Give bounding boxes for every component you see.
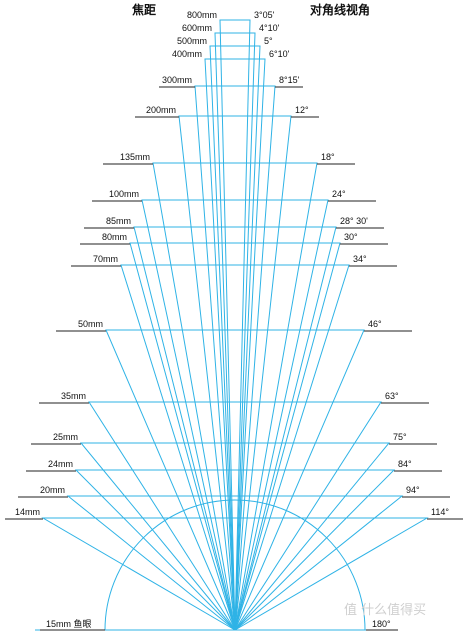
angle-cone: [66, 495, 404, 631]
fisheye-angle-label: 180°: [372, 619, 391, 629]
focal-length-label: 14mm: [15, 507, 40, 517]
view-angle-label: 28° 30': [340, 216, 368, 226]
focal-length-label: 600mm: [182, 23, 212, 33]
view-angle-label: 4°10': [259, 23, 280, 33]
view-angle-label: 34°: [353, 254, 367, 264]
angle-cone: [209, 45, 261, 631]
view-angle-label: 84°: [398, 459, 412, 469]
focal-length-label: 24mm: [48, 459, 73, 469]
view-angle-label: 12°: [295, 105, 309, 115]
angle-cone: [105, 329, 365, 631]
fisheye-focal-label: 15mm 鱼眼: [46, 618, 92, 629]
view-angle-label: 63°: [385, 391, 399, 401]
focal-length-label: 500mm: [177, 36, 207, 46]
focal-length-label: 20mm: [40, 485, 65, 495]
view-angle-label: 46°: [368, 319, 382, 329]
view-angle-label: 114°: [431, 507, 449, 517]
view-angle-header: 对角线视角: [310, 2, 370, 17]
view-angle-label: 24°: [332, 189, 346, 199]
view-angle-label: 30°: [344, 232, 358, 242]
focal-length-label: 800mm: [187, 10, 217, 20]
view-angle-label: 18°: [321, 152, 335, 162]
angle-cone: [41, 517, 429, 631]
angle-cone: [141, 199, 329, 631]
angle-cone: [152, 162, 318, 631]
focal-length-label: 135mm: [120, 152, 150, 162]
focal-length-header: 焦距: [131, 2, 156, 17]
angle-cone: [74, 469, 396, 631]
angle-cone: [133, 226, 337, 631]
view-angle-label: 3°05': [254, 10, 275, 20]
focal-length-label: 300mm: [162, 75, 192, 85]
fisheye-semicircle: [104, 499, 366, 631]
view-angle-label: 6°10': [269, 49, 290, 59]
focal-length-label: 100mm: [109, 189, 139, 199]
angle-cone: [129, 242, 341, 631]
focal-length-label: 25mm: [53, 432, 78, 442]
focal-length-label: 400mm: [172, 49, 202, 59]
lens-labels: 800mm 3°05' 600mm 4°10' 500mm 5° 400mm 6°10' 300…: [5, 10, 463, 520]
watermark: 值 什么值得买: [344, 602, 426, 618]
focal-length-label: 35mm: [61, 391, 86, 401]
angle-cone: [88, 401, 382, 631]
view-angle-label: 94°: [406, 485, 420, 495]
focal-length-label: 85mm: [106, 216, 131, 226]
angle-cone: [178, 115, 292, 631]
focal-length-label: 70mm: [93, 254, 118, 264]
angle-cone: [194, 85, 276, 631]
fisheye-labels: 15mm 鱼眼 180°: [40, 618, 398, 631]
angle-cone: [219, 19, 251, 631]
focal-length-label: 200mm: [146, 105, 176, 115]
focal-length-label: 50mm: [78, 319, 103, 329]
angle-cone: [214, 32, 256, 631]
angle-cones: [41, 19, 429, 631]
angle-cone: [79, 442, 391, 631]
angle-cone: [204, 58, 266, 631]
view-angle-label: 75°: [393, 432, 407, 442]
view-angle-label: 5°: [264, 36, 273, 46]
angle-cone: [120, 264, 350, 631]
focal-length-label: 80mm: [102, 232, 127, 242]
view-angle-label: 8°15': [279, 75, 300, 85]
